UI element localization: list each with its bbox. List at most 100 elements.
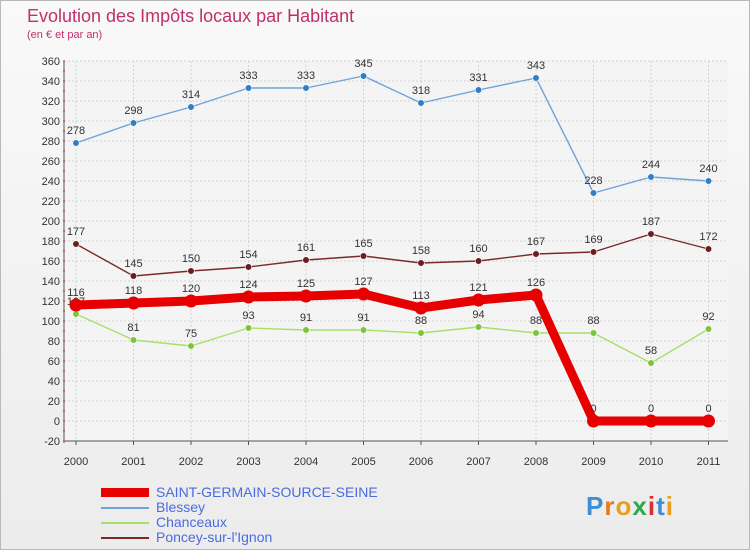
data-point xyxy=(184,294,198,308)
proxiti-logo: Proxiti xyxy=(586,491,674,522)
data-point xyxy=(647,230,655,238)
x-tick-label: 2004 xyxy=(294,456,318,468)
logo-letter: i xyxy=(647,491,657,521)
data-point xyxy=(417,99,425,107)
data-label: 88 xyxy=(415,315,427,327)
x-tick-label: 2002 xyxy=(179,456,203,468)
y-tick-label: -20 xyxy=(44,436,60,448)
data-point xyxy=(299,289,313,303)
data-label: 0 xyxy=(648,403,654,415)
y-tick-label: 240 xyxy=(42,176,60,188)
y-tick-label: 140 xyxy=(42,276,60,288)
data-label: 161 xyxy=(297,242,315,254)
y-tick-label: 180 xyxy=(42,236,60,248)
data-label: 118 xyxy=(125,285,143,297)
series-line xyxy=(71,289,713,426)
data-point xyxy=(589,189,598,197)
x-tick-label: 2001 xyxy=(121,456,145,468)
data-label: 318 xyxy=(412,85,430,97)
y-tick-label: 260 xyxy=(42,156,60,168)
data-label: 158 xyxy=(412,245,430,257)
data-point xyxy=(529,288,543,302)
data-label: 81 xyxy=(127,322,139,334)
data-point xyxy=(72,310,80,318)
y-tick-label: 340 xyxy=(42,76,60,88)
data-point xyxy=(474,86,483,94)
legend-swatch xyxy=(101,522,149,524)
data-point xyxy=(532,250,540,258)
data-point xyxy=(647,173,655,181)
y-tick-label: 300 xyxy=(42,116,60,128)
data-point xyxy=(704,325,713,333)
data-point xyxy=(589,329,598,337)
logo-letter: t xyxy=(656,491,666,521)
x-tick-label: 2010 xyxy=(639,456,663,468)
data-point xyxy=(359,326,368,334)
data-label: 116 xyxy=(67,287,85,299)
data-point xyxy=(474,323,483,331)
y-tick-label: 200 xyxy=(42,216,60,228)
data-point xyxy=(417,259,425,267)
data-label: 91 xyxy=(300,312,312,324)
data-label: 94 xyxy=(472,309,484,321)
data-point xyxy=(702,414,715,428)
data-point xyxy=(474,257,483,265)
y-tick-label: 40 xyxy=(48,376,60,388)
data-label: 124 xyxy=(239,279,257,291)
legend-label: Poncey-sur-l'Ignon xyxy=(156,529,273,545)
data-point xyxy=(532,329,540,337)
data-point xyxy=(127,296,140,310)
data-label: 228 xyxy=(584,175,602,187)
data-label: 113 xyxy=(412,290,430,302)
data-label: 177 xyxy=(67,226,85,238)
data-label: 172 xyxy=(699,231,717,243)
legend-swatch xyxy=(101,537,149,539)
data-point xyxy=(187,342,195,350)
y-tick-label: 80 xyxy=(48,336,60,348)
data-point xyxy=(72,139,80,147)
data-point xyxy=(244,263,253,271)
y-tick-label: 280 xyxy=(42,136,60,148)
data-point xyxy=(359,72,368,80)
x-tick-label: 2011 xyxy=(697,456,721,468)
y-tick-label: 320 xyxy=(42,96,60,108)
data-label: 126 xyxy=(527,277,545,289)
data-point xyxy=(244,324,253,332)
legend-label: Chanceaux xyxy=(156,514,227,530)
data-label: 120 xyxy=(182,283,200,295)
data-point xyxy=(414,301,428,315)
data-label: 150 xyxy=(182,253,200,265)
logo-letter: P xyxy=(586,491,605,521)
data-label: 160 xyxy=(469,243,487,255)
data-label: 333 xyxy=(297,70,315,82)
legend-swatch xyxy=(101,488,149,497)
y-tick-label: 160 xyxy=(42,256,60,268)
data-point xyxy=(302,326,310,334)
x-tick-label: 2009 xyxy=(581,456,605,468)
data-point xyxy=(589,248,598,256)
y-tick-label: 0 xyxy=(54,416,60,428)
data-label: 244 xyxy=(642,159,660,171)
series-line xyxy=(75,233,710,277)
logo-letter: r xyxy=(604,491,616,521)
series-line xyxy=(75,75,710,194)
data-label: 0 xyxy=(705,403,711,415)
data-label: 240 xyxy=(699,163,717,175)
x-tick-label: 2003 xyxy=(236,456,260,468)
data-label: 345 xyxy=(354,58,372,70)
data-point xyxy=(69,298,83,312)
data-label: 75 xyxy=(185,328,197,340)
data-point xyxy=(704,177,713,185)
data-label: 145 xyxy=(124,258,142,270)
data-point xyxy=(244,84,253,92)
data-point xyxy=(359,252,368,260)
data-point xyxy=(129,336,138,344)
data-point xyxy=(72,240,80,248)
y-tick-label: 100 xyxy=(42,316,60,328)
data-point xyxy=(417,329,425,337)
data-label: 333 xyxy=(239,70,257,82)
data-label: 167 xyxy=(527,236,545,248)
x-tick-label: 2008 xyxy=(524,456,548,468)
